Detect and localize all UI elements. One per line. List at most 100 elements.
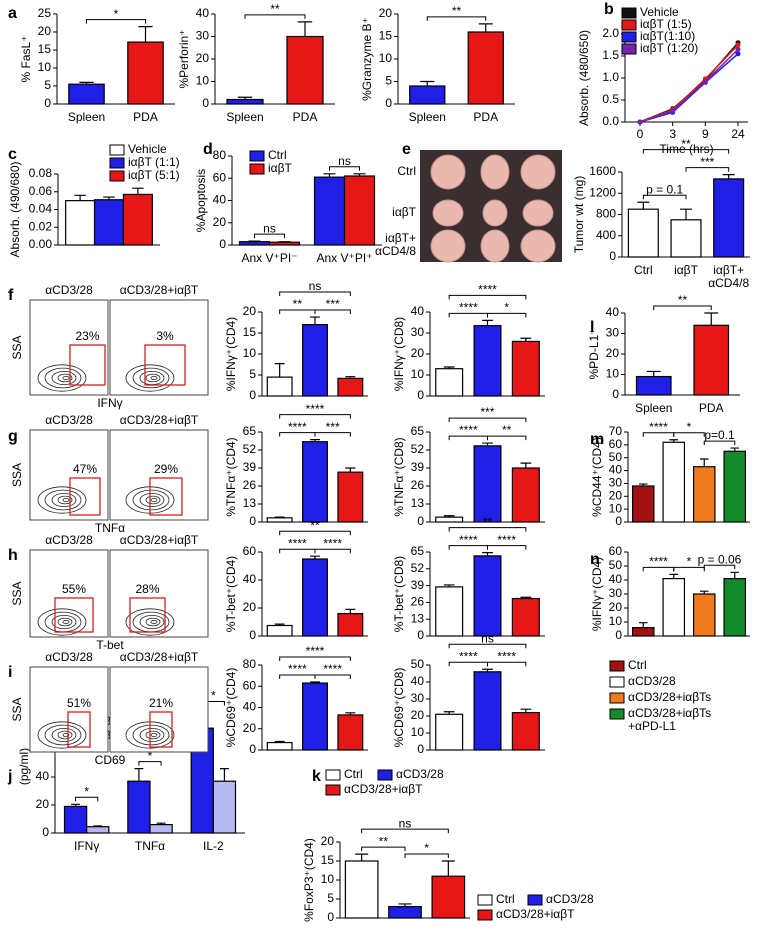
contour <box>57 730 73 740</box>
error-bar <box>520 337 532 342</box>
y-tick-label: 0.02 <box>29 219 53 233</box>
y-tick-label: 30 <box>411 325 425 339</box>
significance-label: *** <box>326 420 340 434</box>
bar <box>313 176 346 246</box>
legend-swatch <box>621 43 637 55</box>
significance-bracket <box>448 417 527 423</box>
contour <box>62 497 70 503</box>
x-tick-label: iαβT <box>674 263 699 277</box>
x-axis-label: TNFα <box>95 521 125 535</box>
gate <box>144 344 186 386</box>
significance-label: **** <box>288 536 307 550</box>
x-tick-label: Anx V⁺PI⁻ <box>241 251 297 265</box>
y-tick-label: 40 <box>606 305 620 319</box>
bar <box>435 516 464 523</box>
gate <box>129 597 166 633</box>
panel-letter: l <box>590 319 594 336</box>
y-tick-label: 15 <box>321 853 335 867</box>
significance-label: * <box>114 7 119 21</box>
bar <box>302 441 328 523</box>
condition-label: αCD3/28+iαβT <box>120 283 199 297</box>
legend-label: αCD3/28 <box>628 674 676 688</box>
significance-bracket <box>138 761 162 766</box>
bar <box>343 175 376 246</box>
bar <box>337 471 364 523</box>
significance-bracket <box>314 548 351 554</box>
bar <box>662 441 686 523</box>
y-tick-label: 0 <box>615 628 622 642</box>
error-bar <box>520 462 532 468</box>
error-bar <box>274 740 285 743</box>
y-tick-label: 20 <box>243 304 257 318</box>
y-axis-label: %FoxP3⁺(CD4) <box>302 838 316 922</box>
y-axis-label: Absorb. (490/680) <box>8 161 22 257</box>
legend-swatch <box>609 660 625 672</box>
y-tick-label: 60 <box>243 544 257 558</box>
bar <box>511 711 540 751</box>
error-bar <box>669 439 679 443</box>
y-tick-label: 40 <box>411 674 425 688</box>
error-bar <box>722 174 735 179</box>
y-axis-label: %TNFα⁺(CD8) <box>392 437 406 516</box>
bar <box>122 193 153 246</box>
y-tick-label: 10 <box>411 725 425 739</box>
tumor <box>480 154 510 190</box>
significance-bracket <box>329 166 360 171</box>
legend-label: αCD3/28+iαβT <box>496 907 575 921</box>
y-axis-label: SSA <box>10 581 24 605</box>
error-bar <box>237 96 253 100</box>
bar <box>473 445 502 523</box>
panel-letter: n <box>590 551 600 568</box>
error-bar <box>443 584 455 587</box>
bar <box>635 375 672 396</box>
tumor <box>520 154 556 190</box>
significance-bracket <box>642 149 730 154</box>
significance-bracket <box>254 233 285 239</box>
bar <box>511 340 540 397</box>
y-tick-label: 0 <box>219 237 226 251</box>
y-tick-label: 20 <box>36 797 50 811</box>
contour <box>132 489 170 511</box>
y-tick-label: 5 <box>385 74 392 88</box>
significance-label: p = 0.1 <box>646 182 683 196</box>
y-tick-label: 20 <box>609 600 623 614</box>
gate <box>149 711 173 748</box>
legend-label: αCD3/28+iαβTs <box>628 690 711 704</box>
condition-label: αCD3/28+iαβT <box>120 533 199 547</box>
y-tick-label: 0.0 <box>602 114 619 128</box>
legend-label: αCD3/28+iαβT <box>344 782 423 796</box>
y-axis-label: Tumor wt (mg) <box>572 176 586 254</box>
y-axis-label: %IFNγ⁺(CD4) <box>224 317 238 391</box>
y-tick-label: 80 <box>243 657 257 671</box>
gate <box>69 344 106 386</box>
y-tick-label: 80 <box>213 148 227 162</box>
significance-label: *** <box>700 155 714 169</box>
y-tick-label: 0 <box>615 514 622 528</box>
legend-label: iαβT (1:20) <box>640 41 698 55</box>
tumor <box>482 199 508 227</box>
y-tick-label: 0 <box>249 628 256 642</box>
y-tick-label: 20 <box>196 51 210 65</box>
contour <box>145 495 161 505</box>
y-axis-label: SSA <box>10 697 24 721</box>
contour <box>150 619 158 625</box>
legend-swatch <box>325 784 341 796</box>
significance-label: * <box>687 420 692 434</box>
bar <box>435 713 464 751</box>
legend-label: αCD3/28+iαβTs <box>628 706 711 720</box>
x-tick-label: Spleen <box>635 401 672 415</box>
row-label: αCD4/8 <box>375 244 416 258</box>
y-tick-label: 50 <box>609 558 623 572</box>
significance-label: p = 0.06 <box>698 552 742 566</box>
y-tick-label: 0 <box>44 96 51 110</box>
error-bar <box>730 571 740 579</box>
gate-percent: 47% <box>73 462 97 476</box>
y-tick-label: 1600 <box>589 164 616 178</box>
y-tick-label: 0 <box>609 249 616 263</box>
x-axis-label: T-bet <box>96 638 124 652</box>
tumor <box>432 199 464 227</box>
x-tick-label: αCD4/8 <box>708 276 749 290</box>
error-bar <box>274 363 285 378</box>
significance-bracket <box>426 16 487 21</box>
bar <box>692 466 716 523</box>
